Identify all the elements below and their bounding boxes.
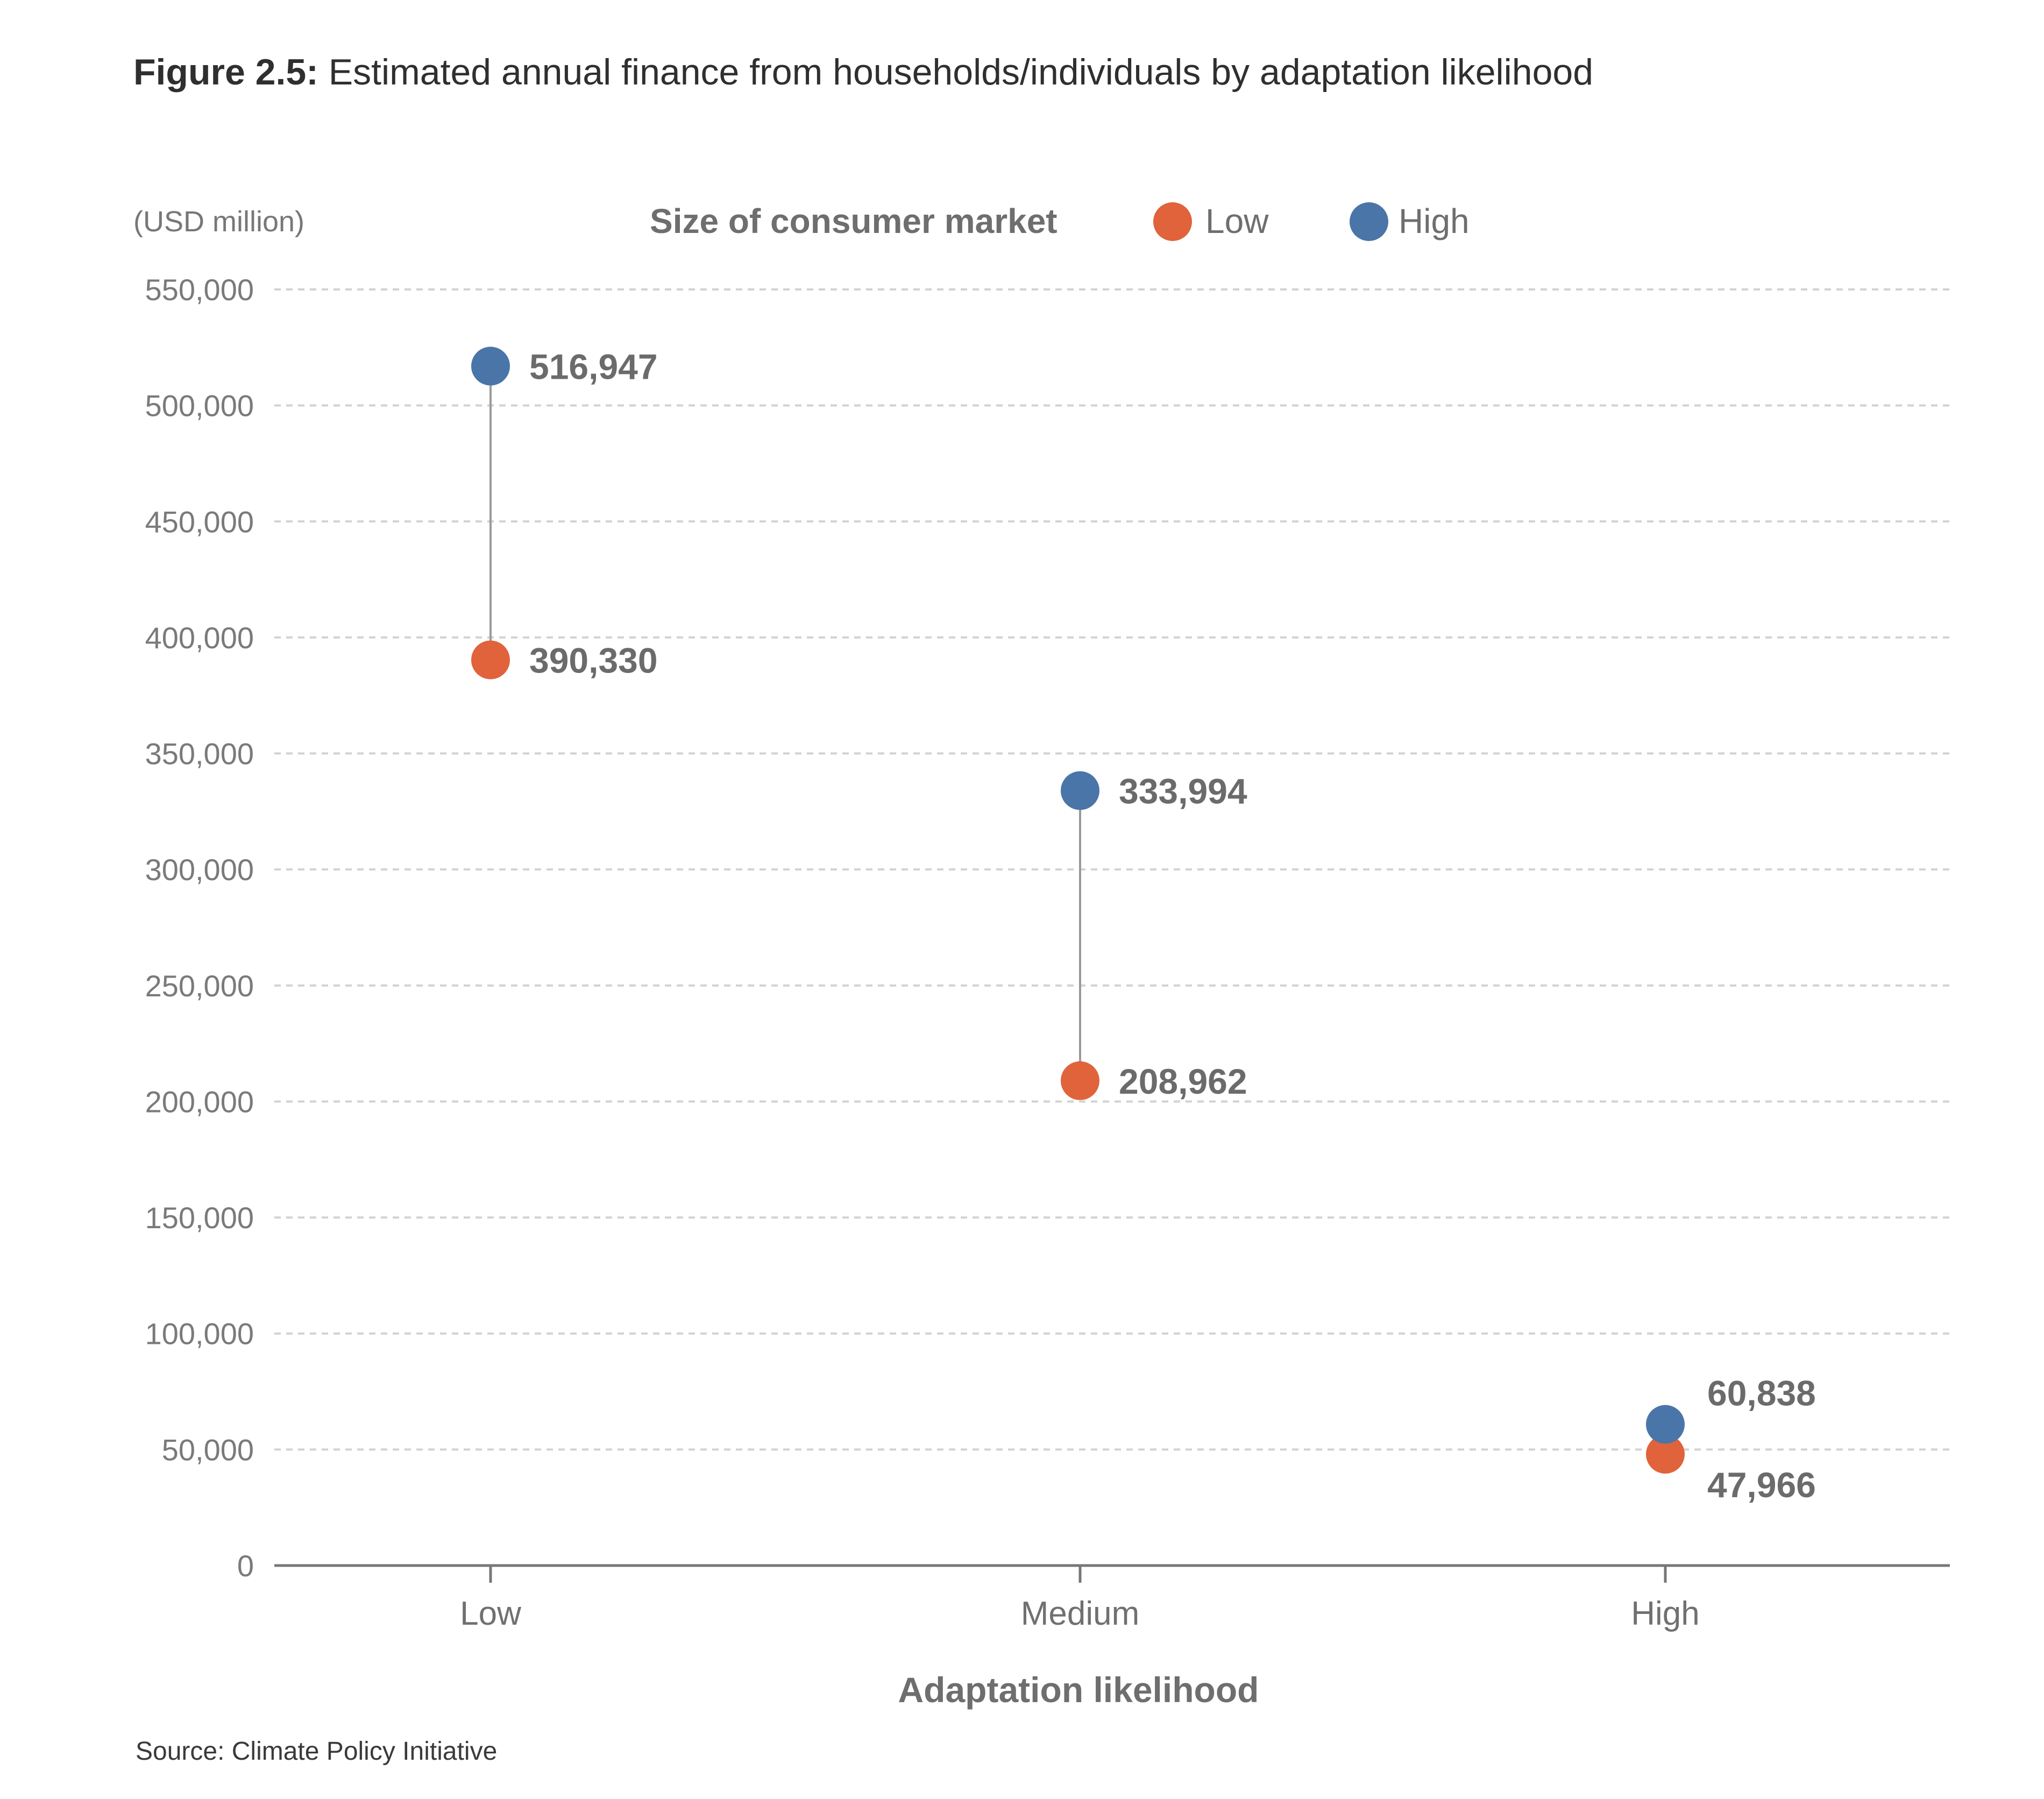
point-low-low [471, 640, 510, 679]
legend-title: Size of consumer market [650, 202, 1058, 240]
data-points [471, 346, 1685, 1474]
x-axis-ticks: Low Medium High [460, 1566, 1700, 1632]
data-labels: 390,330 208,962 47,966 516,947 333,994 60,838 [529, 347, 1816, 1505]
y-tick-label: 150,000 [145, 1201, 254, 1235]
y-tick-label: 500,000 [145, 389, 254, 423]
figure-number: Figure 2.5: [133, 52, 318, 93]
point-low-high [1646, 1435, 1685, 1474]
data-label: 333,994 [1119, 771, 1247, 811]
figure-title-text: Estimated annual finance from households… [328, 52, 1594, 93]
legend-marker-low [1153, 202, 1192, 241]
data-label: 208,962 [1119, 1061, 1247, 1101]
y-tick-label: 50,000 [162, 1433, 254, 1467]
figure-title: Figure 2.5: Estimated annual finance fro… [133, 51, 1593, 93]
point-high-medium [1061, 771, 1099, 810]
point-high-high [1646, 1405, 1685, 1444]
y-tick-label: 400,000 [145, 621, 254, 655]
y-tick-label: 0 [237, 1549, 254, 1583]
y-tick-label: 250,000 [145, 969, 254, 1003]
data-label: 516,947 [529, 347, 658, 387]
point-high-low [471, 346, 510, 386]
y-tick-label: 450,000 [145, 505, 254, 539]
legend-label-high: High [1399, 202, 1470, 240]
y-axis-ticks: 0 50,000 100,000 150,000 200,000 250,000 300,0… [145, 273, 254, 1583]
unit-label: (USD million) [133, 206, 304, 238]
legend-label-low: Low [1205, 202, 1269, 240]
x-tick-label: Medium [1021, 1595, 1140, 1632]
gridlines [274, 288, 1950, 1451]
data-label: 47,966 [1707, 1465, 1816, 1505]
data-label: 60,838 [1707, 1373, 1816, 1413]
x-tick-label: High [1631, 1595, 1700, 1632]
y-tick-label: 350,000 [145, 737, 254, 771]
source-note: Source: Climate Policy Initiative [136, 1737, 498, 1766]
y-tick-label: 300,000 [145, 853, 254, 887]
connector-lines [489, 366, 1666, 1455]
y-tick-label: 100,000 [145, 1317, 254, 1351]
data-label: 390,330 [529, 641, 658, 681]
legend-marker-high [1350, 202, 1388, 241]
point-low-medium [1061, 1061, 1099, 1100]
x-tick-label: Low [460, 1595, 521, 1632]
legend: Size of consumer market Low High [650, 202, 1470, 241]
y-tick-label: 550,000 [145, 273, 254, 307]
x-axis-title: Adaptation likelihood [898, 1670, 1259, 1710]
y-tick-label: 200,000 [145, 1085, 254, 1118]
